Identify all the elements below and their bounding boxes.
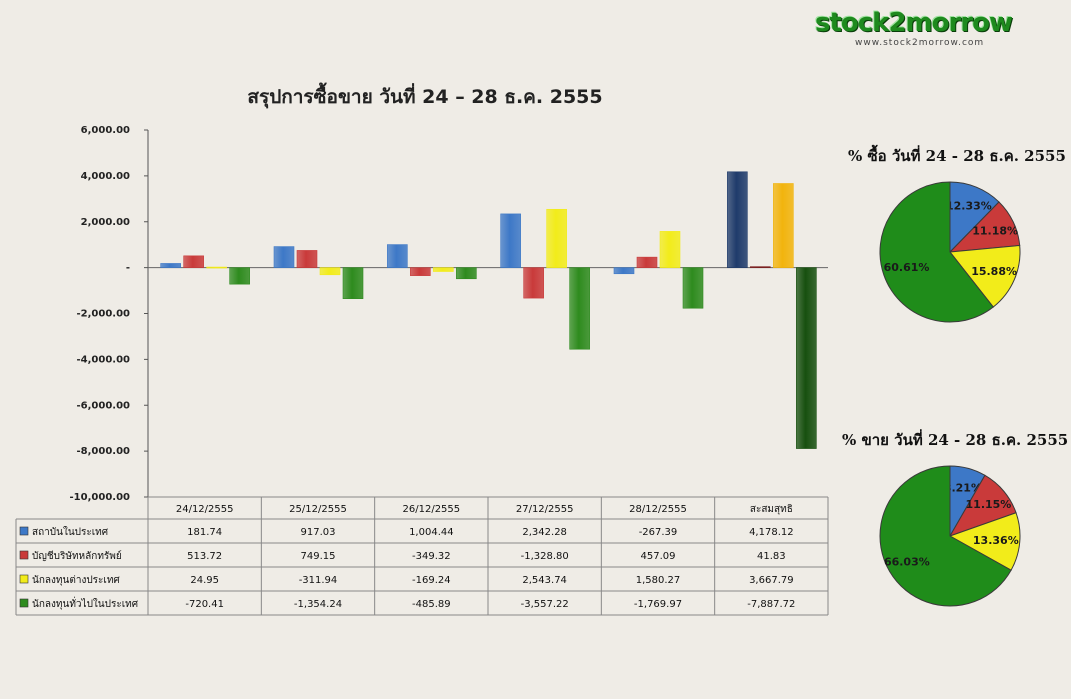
buy-pie-chart: 12.33% 11.18% 15.88% 60.61% xyxy=(879,181,1021,323)
data-table: 24/12/2555 25/12/2555 26/12/2555 27/12/2555… xyxy=(15,496,829,616)
table-cell: 4,178.12 xyxy=(749,527,794,538)
bar-4-3 xyxy=(456,267,477,280)
legend-swatch xyxy=(19,526,29,536)
bar-chart-title: สรุปการซื้อขาย วันที่ 24 – 28 ธ.ค. 2555 xyxy=(247,86,603,108)
bar-2-3 xyxy=(410,267,431,276)
table-cell: -720.41 xyxy=(185,599,224,610)
pie-slice-3 xyxy=(948,512,1021,571)
y-tick-label: -2,000.00 xyxy=(77,309,131,320)
bar-2-2 xyxy=(296,250,318,268)
table-cell: -1,354.24 xyxy=(294,599,342,610)
category-label: สะสมสุทธิ xyxy=(750,504,793,515)
table-cell: 917.03 xyxy=(301,527,336,538)
table-cell: -1,328.80 xyxy=(521,551,569,562)
bar-3-4 xyxy=(546,208,567,268)
table-cell: 749.15 xyxy=(301,551,336,562)
legend-label: นักลงทุนต่างประเทศ xyxy=(32,575,120,586)
y-tick-label: - xyxy=(126,263,130,274)
table-cell: -311.94 xyxy=(299,575,338,586)
pie-slice-label: 11.18% xyxy=(972,224,1018,237)
category-label: 25/12/2555 xyxy=(289,504,347,515)
bar-1-1 xyxy=(160,263,181,268)
pie-slice-label: 11.15% xyxy=(966,498,1012,511)
pie-slice-label: 15.88% xyxy=(971,265,1017,278)
buy-pie-title: % ซื้อ วันที่ 24 - 28 ธ.ค. 2555 xyxy=(848,147,1066,165)
bar-3-2 xyxy=(319,267,341,276)
bar-3-1 xyxy=(206,266,227,269)
legend-swatch xyxy=(19,550,29,560)
bar-3-5 xyxy=(659,231,681,268)
y-tick-label: -6,000.00 xyxy=(77,400,131,411)
table-cell: 24.95 xyxy=(190,575,219,586)
category-label: 24/12/2555 xyxy=(176,504,234,515)
pie-slice-3 xyxy=(949,244,1021,308)
bar-2-6 xyxy=(750,266,771,268)
category-label: 27/12/2555 xyxy=(516,504,574,515)
bar-1-4 xyxy=(500,213,521,268)
table-cell: -349.32 xyxy=(412,551,451,562)
bar-3-3 xyxy=(433,267,454,272)
y-tick-label: -4,000.00 xyxy=(77,354,131,365)
table-cell: 457.09 xyxy=(641,551,676,562)
bar-4-5 xyxy=(682,267,704,309)
bar-4-2 xyxy=(342,267,364,299)
pie-slice-label: 13.36% xyxy=(973,534,1019,547)
legend-label: สถาบันในประเทศ xyxy=(32,526,109,538)
pie-slice-label: 66.03% xyxy=(884,555,930,568)
y-tick-label: -10,000.00 xyxy=(70,492,130,503)
y-tick-label: 6,000.00 xyxy=(81,125,130,136)
bar-4-4 xyxy=(569,267,590,350)
logo-url: www.stock2morrow.com xyxy=(855,38,985,48)
bar-1-6 xyxy=(727,171,748,268)
table-cell: -267.39 xyxy=(639,527,678,538)
bar-1-5 xyxy=(613,267,635,275)
table-cell: -169.24 xyxy=(412,575,451,586)
y-tick-label: -8,000.00 xyxy=(77,446,131,457)
legend-swatch xyxy=(19,574,29,584)
table-cell: 1,004.44 xyxy=(409,527,454,538)
bar-chart: 6,000.00 4,000.00 2,000.00 - -2,000.00 -4,000… xyxy=(15,125,829,616)
bar-2-1 xyxy=(183,255,204,268)
table-cell: 513.72 xyxy=(187,551,222,562)
pie-slice-label: 12.33% xyxy=(946,200,992,213)
table-cell: 2,543.74 xyxy=(522,575,567,586)
bar-1-3 xyxy=(387,244,408,268)
y-tick-label: 4,000.00 xyxy=(81,171,130,182)
sell-pie-title: % ขาย วันที่ 24 - 28 ธ.ค. 2555 xyxy=(842,431,1069,449)
table-cell: -485.89 xyxy=(412,599,451,610)
table-cell: -3,557.22 xyxy=(521,599,569,610)
table-cell: 3,667.79 xyxy=(749,575,794,586)
bar-2-5 xyxy=(636,256,658,268)
bar-4-6 xyxy=(796,267,817,449)
pie-slice-label: 8.21% xyxy=(944,482,982,495)
bar-3-6 xyxy=(773,183,794,268)
bar-2-4 xyxy=(523,267,544,299)
table-cell: -1,769.97 xyxy=(634,599,682,610)
legend-label: นักลงทุนทั่วไปในประเทศ xyxy=(32,596,139,610)
bar-4-1 xyxy=(229,267,250,285)
table-cell: 41.83 xyxy=(757,551,786,562)
logo-text: stock2morrow xyxy=(815,8,1013,38)
table-cell: 181.74 xyxy=(187,527,222,538)
bar-1-2 xyxy=(273,246,295,268)
table-cell: 1,580.27 xyxy=(636,575,681,586)
pie-slice-4 xyxy=(879,181,994,323)
legend-swatch xyxy=(19,598,29,608)
table-cell: 2,342.28 xyxy=(522,527,567,538)
sell-pie-chart: 8.21% 11.15% 13.36% 66.03% xyxy=(879,465,1021,607)
site-logo: stock2morrow www.stock2morrow.com xyxy=(815,8,1045,56)
y-tick-label: 2,000.00 xyxy=(81,217,130,228)
pie-slice-label: 60.61% xyxy=(884,261,930,274)
table-cell: -7,887.72 xyxy=(747,599,795,610)
pie-slice-4 xyxy=(879,465,1012,607)
category-label: 28/12/2555 xyxy=(629,504,687,515)
legend-label: บัญชีบริษัทหลักทรัพย์ xyxy=(32,550,122,562)
category-label: 26/12/2555 xyxy=(403,504,461,515)
